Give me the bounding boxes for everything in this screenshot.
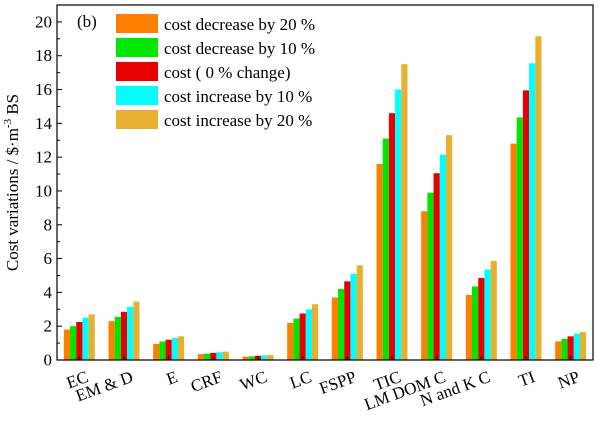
- legend-label: cost ( 0 % change): [164, 63, 291, 82]
- panel-label: (b): [77, 12, 97, 31]
- bar-wc-s2: [248, 356, 255, 360]
- y-tick-label: 10: [35, 181, 52, 200]
- y-tick-label: 0: [44, 351, 53, 370]
- x-tick-label: LC: [287, 367, 314, 392]
- bar-lm-dom-c-s1: [421, 211, 428, 360]
- bar-ec-s4: [82, 317, 89, 360]
- bar-lc-s4: [305, 309, 312, 360]
- bar-fspp-s1: [331, 297, 339, 360]
- bar-n-and-k-c-s5: [490, 261, 497, 360]
- bar-tic-s2: [382, 138, 389, 360]
- bar-ti-s4: [529, 63, 536, 360]
- bar-ti-s3: [522, 90, 530, 361]
- bar-lc-s2: [293, 318, 300, 360]
- bar-e-s4: [171, 338, 178, 360]
- legend-label: cost decrease by 10 %: [164, 39, 315, 58]
- y-axis-label: Cost variations / $·m-3 BS: [2, 94, 22, 271]
- bar-lc-s3: [299, 313, 306, 360]
- y-tick-label: 18: [35, 46, 52, 65]
- y-tick-label: 8: [44, 215, 53, 234]
- x-tick-label: CRF: [188, 367, 225, 396]
- bar-fspp-s4: [350, 273, 357, 360]
- bar-fspp-s3: [344, 281, 351, 360]
- legend-label: cost increase by 20 %: [164, 111, 312, 130]
- bar-lm-dom-c-s2: [427, 192, 434, 360]
- legend: cost decrease by 20 % cost decrease by 10…: [116, 14, 315, 130]
- bar-tic-s5: [401, 64, 408, 361]
- legend-swatch: [116, 14, 158, 33]
- plot-frame: [56, 4, 594, 361]
- bar-fspp-s5: [356, 265, 363, 360]
- legend-label: cost decrease by 20 %: [164, 15, 315, 34]
- bar-np-s5: [579, 332, 587, 360]
- x-tick-label: TI: [516, 367, 538, 390]
- x-tick-label: E: [164, 367, 180, 388]
- bar-ec-s5: [88, 314, 95, 360]
- bar-n-and-k-c-s4: [484, 269, 491, 360]
- legend-swatch: [116, 62, 158, 81]
- bar-np-s4: [573, 333, 580, 360]
- bar-ec-s3: [76, 321, 83, 360]
- bar-e-s3: [165, 339, 172, 360]
- bar-em-d-s2: [114, 316, 121, 360]
- y-tick-label: 4: [44, 283, 53, 302]
- bar-np-s3: [567, 336, 574, 360]
- bar-tic-s3: [388, 113, 396, 360]
- y-tick-label: 12: [35, 148, 52, 167]
- bar-e-s1: [153, 343, 160, 360]
- x-tick-label: WC: [237, 367, 269, 394]
- bar-lm-dom-c-s3: [433, 173, 440, 360]
- x-tick-label: FSPP: [317, 367, 359, 398]
- bar-ti-s2: [516, 117, 523, 360]
- bar-fspp-s2: [338, 289, 345, 360]
- y-tick-label: 2: [44, 317, 53, 336]
- y-tick-label: 14: [35, 114, 53, 133]
- y-axis-label-sup: -3: [2, 118, 14, 128]
- bar-em-d-s4: [127, 306, 134, 360]
- bar-np-s2: [561, 338, 568, 360]
- bar-e-s5: [177, 336, 185, 360]
- x-tick-label: NP: [555, 367, 582, 392]
- bar-lm-dom-c-s5: [445, 135, 453, 360]
- bar-tic-s4: [395, 89, 402, 361]
- legend-swatch: [116, 110, 158, 129]
- legend-swatch: [116, 38, 158, 57]
- bar-ec-s2: [70, 326, 77, 360]
- bar-np-s1: [555, 341, 562, 360]
- bar-wc-s1: [242, 356, 249, 360]
- bar-lc-s5: [311, 304, 319, 360]
- bar-n-and-k-c-s2: [472, 286, 479, 360]
- bar-ti-s5: [535, 36, 542, 361]
- bar-em-d-s1: [108, 321, 115, 360]
- y-axis-label-tail: BS: [3, 94, 22, 119]
- y-tick-label: 20: [35, 12, 52, 31]
- bar-ti-s1: [510, 143, 517, 360]
- bar-crf-s1: [197, 354, 205, 360]
- bar-wc-s4: [261, 355, 268, 360]
- bar-e-s2: [159, 341, 166, 360]
- legend-label: cost increase by 10 %: [164, 87, 312, 106]
- bars-layer: [63, 36, 587, 361]
- bar-tic-s1: [376, 163, 383, 360]
- bar-crf-s5: [222, 351, 229, 360]
- y-tick-label: 6: [44, 249, 53, 268]
- bar-n-and-k-c-s3: [478, 278, 485, 360]
- bar-em-d-s3: [120, 311, 128, 360]
- bar-n-and-k-c-s1: [465, 294, 473, 360]
- bar-wc-s5: [267, 354, 274, 360]
- bar-crf-s4: [216, 352, 223, 360]
- y-tick-label: 16: [35, 80, 52, 99]
- bar-lc-s1: [287, 322, 294, 360]
- bar-lm-dom-c-s4: [439, 154, 446, 360]
- y-axis-label-main: Cost variations / $·m: [3, 128, 22, 271]
- bar-em-d-s5: [133, 301, 140, 360]
- legend-swatch: [116, 86, 158, 105]
- bar-crf-s2: [204, 353, 211, 360]
- bar-ec-s1: [63, 329, 71, 360]
